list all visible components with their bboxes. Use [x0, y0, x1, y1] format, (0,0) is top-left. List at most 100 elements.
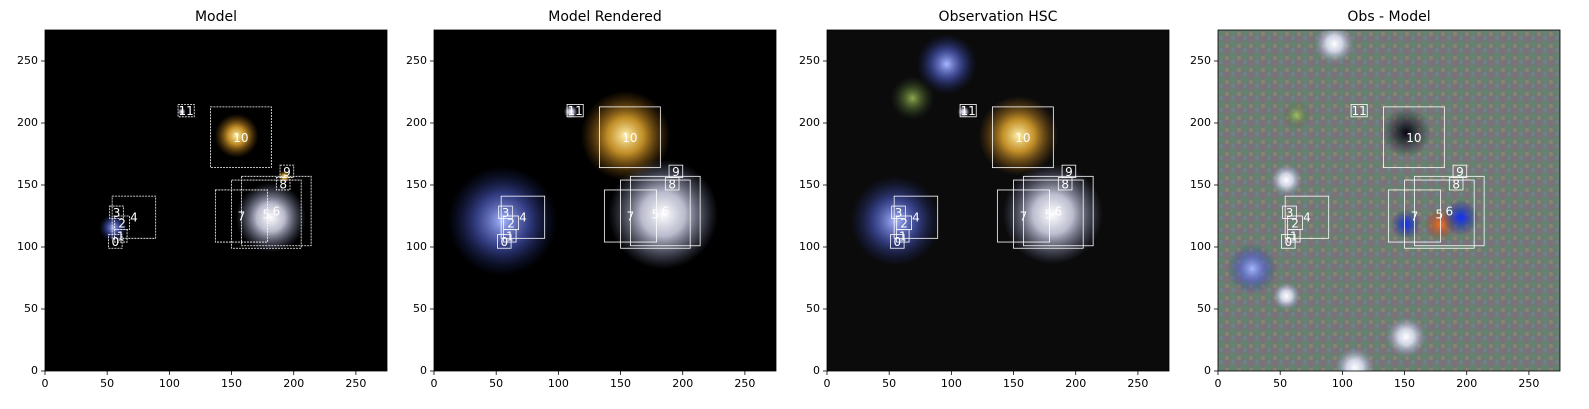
bounding-box	[896, 215, 912, 231]
box-label: 10	[1015, 131, 1030, 145]
image-blob	[1282, 101, 1311, 130]
x-tick-label: 50	[489, 377, 503, 390]
image-blob	[916, 34, 977, 95]
bounding-box	[992, 106, 1054, 169]
y-tick-label: 250	[799, 54, 820, 67]
y-tick-label: 200	[406, 116, 427, 129]
bounding-box	[503, 215, 519, 231]
bounding-box	[891, 205, 906, 219]
image-blob	[1386, 316, 1427, 357]
x-tick-label: 250	[734, 377, 755, 390]
bounding-box	[210, 106, 272, 169]
x-tick-label: 200	[672, 377, 693, 390]
image	[434, 30, 776, 371]
image-blob	[214, 113, 259, 158]
box-label: 4	[519, 211, 527, 225]
y-tick-label: 100	[799, 240, 820, 253]
y-tick-label: 150	[17, 178, 38, 191]
box-label: 10	[233, 131, 248, 145]
y-tick-label: 0	[420, 364, 427, 377]
bounding-box	[498, 205, 513, 219]
x-tick-label: 100	[1332, 377, 1353, 390]
box-label: 1	[899, 229, 907, 243]
image-blob	[1272, 281, 1301, 310]
bounding-box	[1282, 205, 1297, 219]
bounding-box	[996, 189, 1051, 243]
x-tick-label: 200	[1065, 377, 1086, 390]
y-tick-label: 150	[406, 178, 427, 191]
image-blob	[1227, 243, 1278, 294]
bounding-box	[668, 164, 684, 178]
bounding-box	[1023, 175, 1094, 247]
x-tick-label: 200	[1456, 377, 1477, 390]
image-blob	[580, 90, 671, 181]
x-tick-label: 100	[159, 377, 180, 390]
y-tick-label: 50	[1197, 302, 1211, 315]
box-label: 11	[1352, 104, 1367, 118]
image-background	[1218, 30, 1560, 371]
box-label: 11	[179, 104, 194, 118]
image-blob	[1314, 30, 1355, 64]
bounding-box	[500, 195, 546, 239]
image-blob	[978, 95, 1059, 176]
y-tick-label: 250	[17, 54, 38, 67]
x-tick-label: 0	[42, 377, 49, 390]
x-tick-label: 50	[100, 377, 114, 390]
x-tick-label: 50	[882, 377, 896, 390]
y-tick-label: 50	[413, 302, 427, 315]
bounding-box	[1350, 104, 1368, 118]
box-label: 8	[668, 177, 676, 191]
box-label: 3	[1286, 206, 1294, 220]
bounding-box	[893, 195, 939, 239]
box-label: 10	[622, 131, 637, 145]
x-tick-label: 100	[548, 377, 569, 390]
bounding-box	[108, 234, 123, 249]
y-tick-label: 250	[1190, 54, 1211, 67]
y-tick-label: 200	[799, 116, 820, 129]
x-tick-label: 0	[824, 377, 831, 390]
box-label: 7	[627, 210, 635, 224]
x-tick-label: 150	[610, 377, 631, 390]
axes-frame	[433, 29, 777, 372]
bounding-box	[177, 104, 195, 118]
axes-frame	[826, 29, 1170, 372]
box-label: 8	[279, 177, 287, 191]
y-tick-label: 100	[17, 240, 38, 253]
box-label: 2	[118, 216, 126, 230]
y-tick-label: 150	[799, 178, 820, 191]
image-blob	[1381, 107, 1432, 158]
bounding-box	[1414, 175, 1485, 247]
y-tick-label: 150	[1190, 178, 1211, 191]
panel-title: Obs - Model	[1347, 9, 1430, 25]
y-tick-label: 100	[406, 240, 427, 253]
y-tick-label: 0	[1204, 364, 1211, 377]
image-blob	[99, 213, 128, 242]
x-tick-label: 0	[1215, 377, 1222, 390]
bounding-box	[603, 189, 658, 243]
box-label: 9	[283, 165, 291, 179]
box-label: 2	[507, 216, 515, 230]
image	[1218, 30, 1560, 371]
image-blob	[235, 182, 306, 253]
y-tick-label: 50	[806, 302, 820, 315]
panel: Model Rendered 0 123 4 5 6 7 89 10 11 0 50 100 150 200…	[406, 9, 777, 390]
x-tick-label: 150	[221, 377, 242, 390]
bounding-box	[241, 175, 312, 247]
bounding-box	[1013, 179, 1084, 249]
box-label: 2	[900, 216, 908, 230]
image-blob	[1270, 164, 1303, 197]
image-blob	[1334, 347, 1375, 371]
box-label: 5	[652, 208, 660, 222]
image-blob	[1002, 164, 1103, 265]
image-blob	[177, 107, 186, 116]
bounding-box	[1383, 106, 1445, 169]
image-blob	[447, 165, 558, 276]
y-tick-label: 250	[406, 54, 427, 67]
box-label: 11	[961, 104, 976, 118]
box-label: 9	[1456, 165, 1464, 179]
image	[827, 30, 1169, 371]
box-label: 2	[1291, 216, 1299, 230]
box-label: 8	[1061, 177, 1069, 191]
bounding-box	[231, 179, 302, 249]
bounding-box	[214, 189, 269, 243]
